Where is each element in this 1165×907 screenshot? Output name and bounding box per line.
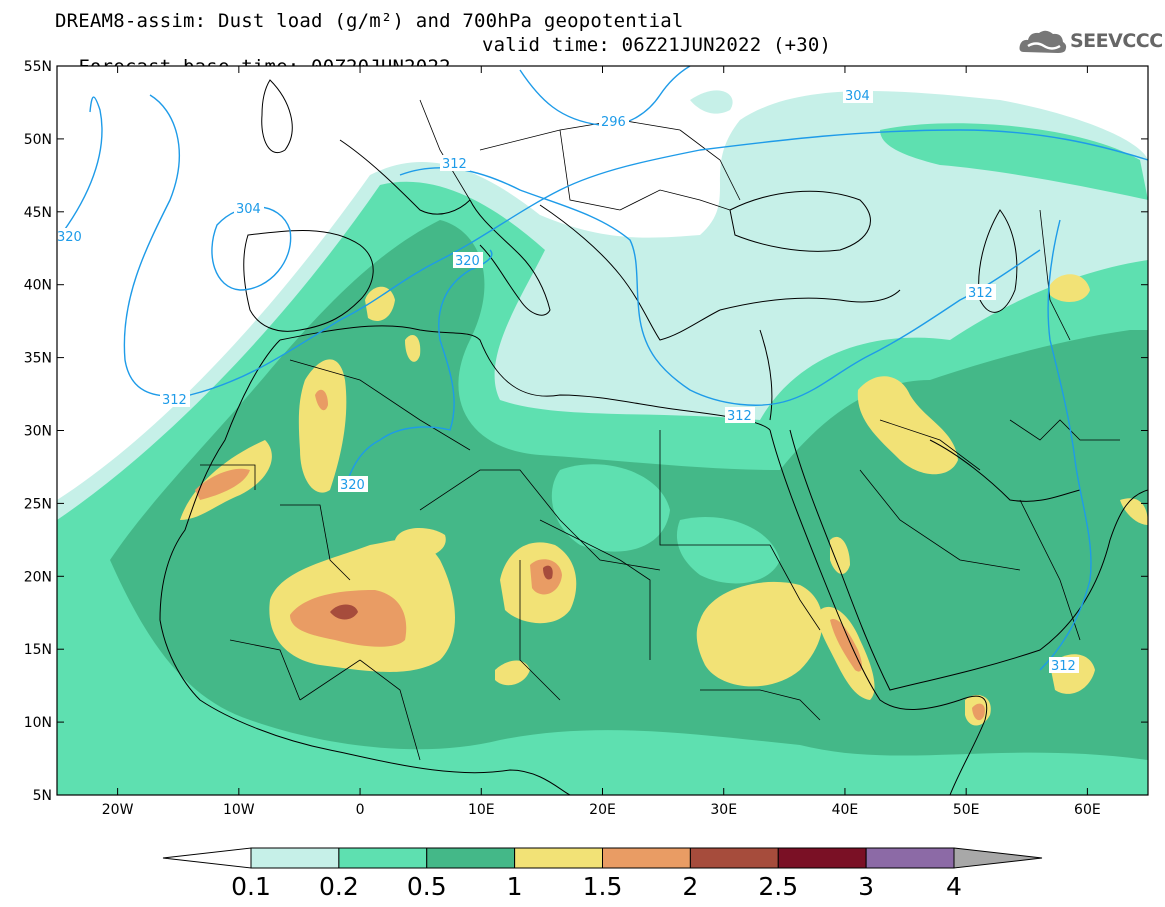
colorbar-label: 4: [946, 872, 962, 901]
coastlines: [159, 79, 1148, 795]
contour-label-320-sahara: 320: [338, 476, 368, 493]
dust-level-1-redsea: [830, 536, 850, 575]
contour-label-312-egypt: 312: [725, 407, 755, 424]
dust-level-1-sudan: [696, 581, 823, 687]
arabia-coast: [789, 429, 1148, 691]
france-coast: [339, 139, 471, 215]
dust-level-2-mali: [330, 604, 358, 620]
svg-text:312: 312: [1051, 659, 1076, 674]
contour-label-312-north: 312: [440, 155, 470, 172]
gulf-coast: [929, 439, 1081, 502]
svg-text:312: 312: [727, 409, 752, 424]
contour-label-320-west: 320: [57, 228, 82, 245]
contour-label-320-italy: 320: [453, 252, 483, 269]
lat-tick-label: 10N: [24, 715, 52, 731]
lat-tick-label: 15N: [24, 642, 52, 658]
levant-coast: [759, 329, 773, 421]
cloud-icon: [1019, 30, 1067, 53]
africa-coast-west: [159, 339, 571, 795]
lat-tick-label: 20N: [24, 569, 52, 585]
lon-tick-label: 20W: [102, 802, 134, 818]
lat-tick-label: 35N: [24, 351, 52, 367]
colorbar-label: 1: [506, 872, 523, 901]
lon-tick-label: 60E: [1074, 802, 1101, 818]
dust-level-1-iraq: [857, 376, 958, 475]
iberia-coast: [243, 230, 374, 332]
colorbar-label: 0.5: [406, 872, 447, 901]
svg-text:296: 296: [601, 115, 626, 130]
dust-level-1-tunis: [405, 335, 421, 362]
contour-label-296: 296: [599, 113, 629, 130]
clean-zone-4: [676, 516, 780, 584]
svg-text:304: 304: [845, 89, 870, 104]
uk-coast: [261, 79, 293, 153]
contour-label-312-atlantic: 312: [160, 391, 190, 408]
italy-coast: [469, 199, 551, 316]
logo-text: SEEVCCC: [1070, 30, 1163, 52]
colorbar-label: 2: [682, 872, 699, 901]
dust-level-1-atlas: [298, 359, 347, 493]
colorbar-label: 0.1: [231, 872, 271, 901]
lon-tick-label: 50E: [953, 802, 980, 818]
chart-title: DREAM8-assim: Dust load (g/m²) and 700hP…: [55, 10, 684, 32]
lat-tick-label: 25N: [24, 496, 52, 512]
lat-tick-label: 40N: [24, 278, 52, 294]
africa-coast-north: [279, 325, 771, 431]
contour-label-312-caspian: 312: [966, 284, 996, 301]
longitude-axis: 20W 10W 0 10E 20E 30E 40E 50E 60E: [102, 66, 1101, 818]
lat-tick-label: 50N: [24, 132, 52, 148]
dust-level-1-caspian: [1050, 274, 1090, 302]
latitude-axis: 55N 50N 45N 40N 35N 30N 25N 20N 15N 10N 5N: [24, 59, 1148, 804]
balkans-coast: [539, 204, 721, 341]
seevccc-logo: SEEVCCC: [1018, 24, 1163, 60]
dust-level-1-niger: [395, 528, 446, 559]
contour-label-304-west: 304: [234, 200, 264, 217]
svg-text:312: 312: [968, 286, 993, 301]
black-sea: [729, 190, 871, 252]
svg-text:320: 320: [57, 230, 82, 245]
svg-text:320: 320: [340, 478, 365, 493]
geopotential-contours: [57, 66, 1148, 671]
colorbar-label: 3: [858, 872, 875, 901]
colorbar-label: 0.2: [318, 872, 359, 901]
lon-tick-label: 30E: [710, 802, 737, 818]
lat-tick-label: 30N: [24, 424, 52, 440]
lon-tick-label: 10E: [468, 802, 495, 818]
svg-text:312: 312: [442, 157, 467, 172]
svg-text:320: 320: [455, 254, 480, 269]
lon-tick-label: 40E: [832, 802, 859, 818]
lat-tick-label: 45N: [24, 205, 52, 221]
red-sea-west: [769, 429, 961, 710]
contour-labels: 304 296 312 320 304 320 312 312 320 312 …: [57, 87, 1079, 674]
lon-tick-label: 10W: [223, 802, 255, 818]
dust-level-0-1-north: [690, 90, 733, 114]
dust-level-2-chad: [543, 565, 553, 580]
dust-level-1-5-westsahara: [195, 468, 250, 500]
dust-level-1-5-atlas: [315, 389, 328, 411]
svg-text:312: 312: [162, 393, 187, 408]
valid-time: valid time: 06Z21JUN2022 (+30): [482, 34, 832, 56]
lat-tick-label: 55N: [24, 59, 52, 75]
contour-label-304-east: 304: [843, 87, 873, 104]
caspian-sea: [978, 209, 1018, 313]
country-borders: [200, 99, 1120, 761]
dust-level-1-cameroon: [495, 660, 530, 686]
svg-text:304: 304: [236, 202, 261, 217]
colorbar-label: 1.5: [582, 872, 623, 901]
lat-tick-label: 5N: [33, 788, 52, 804]
clean-zone-3: [551, 464, 670, 552]
somalia-coast: [949, 695, 988, 795]
dust-level-1-5-somalia: [972, 703, 985, 721]
dust-level-1-sardinia: [365, 286, 395, 321]
lon-tick-label: 0: [356, 802, 365, 818]
lon-tick-label: 20E: [589, 802, 616, 818]
turkey-coast: [719, 289, 901, 311]
dust-level-1-5-eritrea: [830, 619, 862, 672]
contour-label-312-oman: 312: [1049, 657, 1079, 674]
colorbar-label: 2.5: [758, 872, 799, 901]
